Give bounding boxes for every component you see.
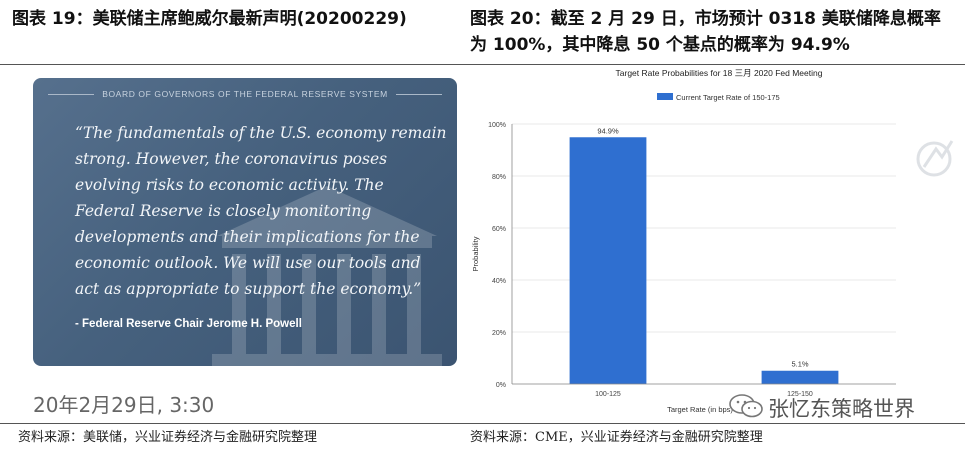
- legend-swatch: [657, 93, 673, 100]
- card-header-text: BOARD OF GOVERNORS OF THE FEDERAL RESERV…: [102, 89, 388, 99]
- x-axis-label: Target Rate (in bps): [667, 405, 733, 414]
- y-tick-label: 80%: [492, 174, 506, 181]
- wechat-icon: [729, 394, 763, 418]
- bottom-divider: [0, 423, 965, 424]
- left-figure-title: 图表 19：美联储主席鲍威尔最新声明(20200229): [12, 9, 407, 29]
- y-tick-label: 60%: [492, 226, 506, 233]
- y-axis-label: Probability: [471, 236, 480, 271]
- left-source-note: 资料来源：美联储，兴业证券经济与金融研究院整理: [18, 430, 318, 445]
- legend-label: Current Target Rate of 150-175: [676, 93, 780, 102]
- quote-attribution: - Federal Reserve Chair Jerome H. Powell: [75, 318, 302, 330]
- logo-icon: [916, 140, 954, 177]
- top-divider: [0, 64, 965, 65]
- data-label: 5.1%: [791, 360, 808, 369]
- data-label: 94.9%: [597, 126, 619, 135]
- powell-quote: “The fundamentals of the U.S. economy re…: [75, 124, 447, 298]
- rate-probability-chart: Target Rate Probabilities for 18 三月 2020…: [471, 68, 954, 414]
- fed-quote-card: BOARD OF GOVERNORS OF THE FEDERAL RESERV…: [33, 78, 457, 366]
- x-tick-label: 100-125: [595, 391, 621, 398]
- bar-100-125: [569, 137, 647, 384]
- chart-title: Target Rate Probabilities for 18 三月 2020…: [616, 68, 823, 78]
- post-timestamp: 20年2月29日, 3:30: [33, 393, 215, 417]
- y-tick-label: 100%: [488, 122, 506, 129]
- watermark-text: 张忆东策略世界: [768, 397, 915, 421]
- building-silhouette-icon: [212, 186, 442, 366]
- y-tick-label: 0%: [496, 382, 506, 389]
- y-tick-label: 20%: [492, 330, 506, 337]
- card-header: BOARD OF GOVERNORS OF THE FEDERAL RESERV…: [33, 89, 457, 99]
- y-tick-label: 40%: [492, 278, 506, 285]
- x-tick-label: 125-150: [787, 391, 813, 398]
- bar-125-150: [761, 370, 839, 384]
- right-figure-title: 图表 20：截至 2 月 29 日，市场预计 0318 美联储降息概率为 100…: [470, 9, 941, 55]
- right-source-note: 资料来源：CME，兴业证券经济与金融研究院整理: [470, 430, 763, 445]
